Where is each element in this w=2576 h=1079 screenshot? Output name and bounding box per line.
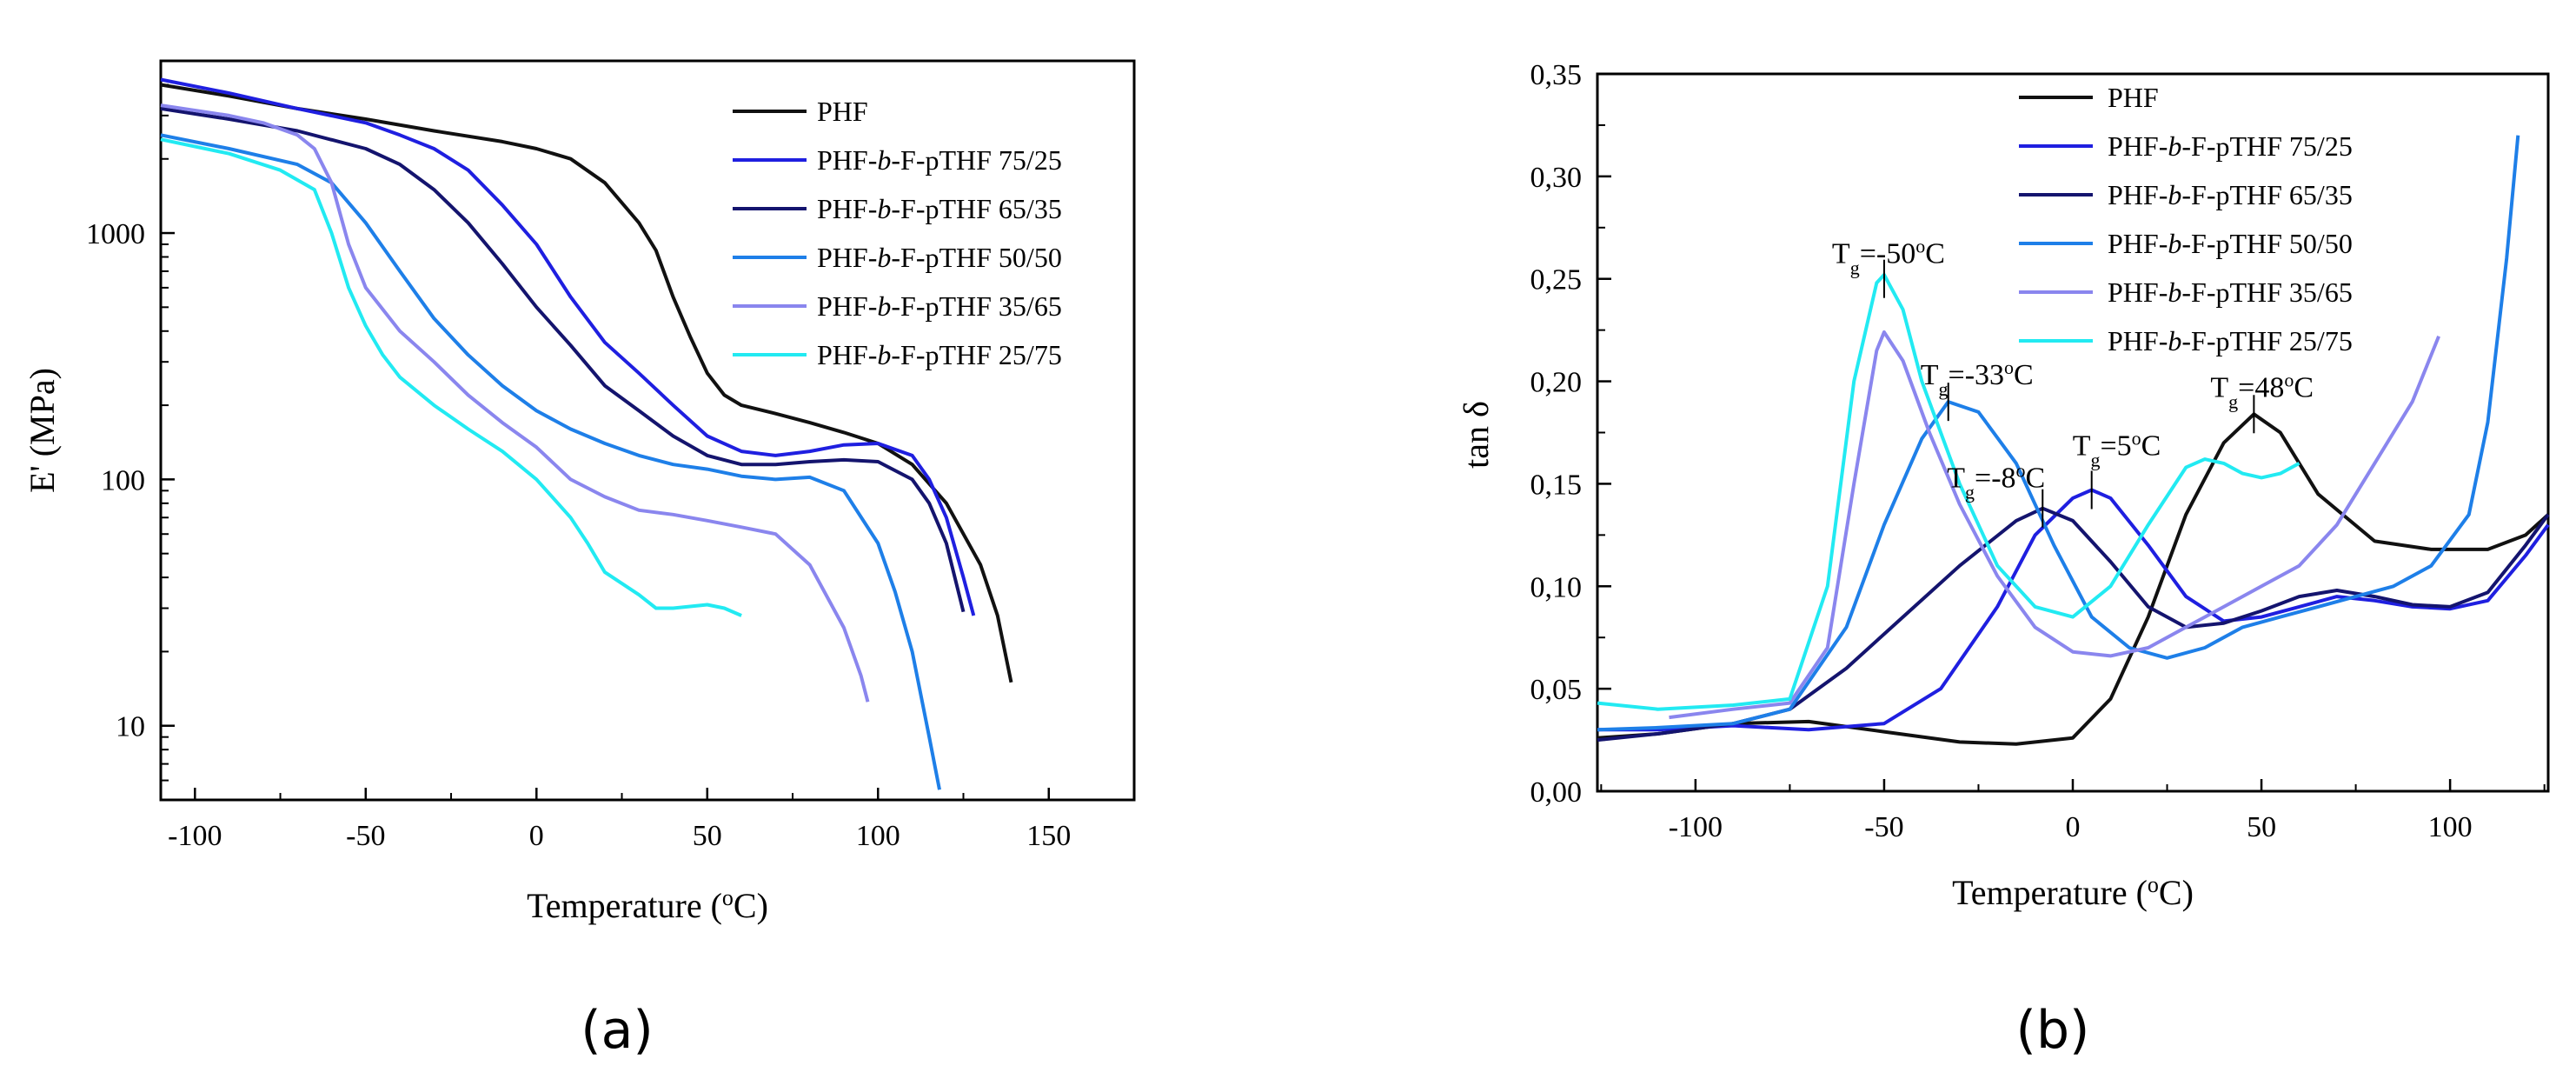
chart-b-series-line bbox=[1669, 330, 2440, 720]
chart-b-legend-label: PHF-b-F-pTHF 25/75 bbox=[2108, 325, 2353, 356]
chart-a-legend-label: PHF-b-F-pTHF 25/75 bbox=[817, 339, 1062, 370]
panel-label-a: (a) bbox=[581, 1000, 654, 1061]
chart-b-ylabel: tan δ bbox=[1457, 401, 1496, 469]
chart-b-tg-annotation: Tg=5oC bbox=[2073, 427, 2161, 470]
chart-a-frame bbox=[159, 59, 1136, 802]
chart-b: -100 -50 0 50 100 0,00 0,05 0,10 0,15 0,20 0,25 0,3… bbox=[1457, 59, 2550, 913]
chart-b-series-line bbox=[1597, 412, 2550, 746]
chart-b-tg-annotation: Tg=-8oC bbox=[1947, 459, 2045, 503]
chart-a-series-line bbox=[160, 83, 1013, 683]
chart-b-ytick-label: 0,15 bbox=[1530, 469, 1583, 501]
chart-a-xtick-label: 50 bbox=[693, 820, 722, 852]
chart-b-xlabel: Temperature (oC) bbox=[1952, 872, 2194, 913]
chart-b-xtick-label: 100 bbox=[2428, 811, 2473, 843]
chart-b-ytick-label: 0,30 bbox=[1530, 162, 1583, 194]
chart-a-legend-label: PHF-b-F-pTHF 75/25 bbox=[817, 144, 1062, 176]
chart-b-ytick-label: 0,00 bbox=[1530, 776, 1583, 809]
panel-label-b: (b) bbox=[2016, 1000, 2090, 1061]
chart-b-xtick-label: -100 bbox=[1669, 811, 1723, 843]
chart-a: -100 -50 0 50 100 150 10 100 1000 PHF PHF-b-F-pTH… bbox=[23, 59, 1136, 926]
chart-a-series-line bbox=[160, 133, 941, 790]
chart-b-tg-annotation: Tg=48oC bbox=[2210, 369, 2314, 412]
chart-a-xtick-label: 100 bbox=[856, 820, 900, 852]
chart-b-ytick-label: 0,20 bbox=[1530, 367, 1583, 399]
chart-b-legend-label: PHF-b-F-pTHF 50/50 bbox=[2108, 228, 2353, 259]
chart-b-legend-label: PHF-b-F-pTHF 65/35 bbox=[2108, 179, 2353, 210]
chart-b-xtick-label: 0 bbox=[2066, 811, 2081, 843]
chart-a-xtick-label: -100 bbox=[168, 820, 222, 852]
chart-b-series-line bbox=[1597, 135, 2520, 732]
chart-b-series-line bbox=[1597, 488, 2550, 732]
chart-b-legend-label: PHF bbox=[2108, 82, 2159, 113]
chart-a-legend-label: PHF bbox=[817, 96, 868, 127]
chart-a-series-line bbox=[160, 106, 966, 613]
chart-a-series-line bbox=[160, 103, 870, 703]
chart-a-legend-label: PHF-b-F-pTHF 35/65 bbox=[817, 290, 1062, 322]
chart-b-ytick-label: 0,35 bbox=[1530, 59, 1583, 91]
chart-a-legend-label: PHF-b-F-pTHF 65/35 bbox=[817, 193, 1062, 224]
chart-b-xtick-label: 50 bbox=[2247, 811, 2276, 843]
chart-b-series-line bbox=[1597, 506, 2550, 743]
chart-b-ytick-label: 0,25 bbox=[1530, 264, 1583, 296]
chart-a-xlabel: Temperature (oC) bbox=[527, 885, 768, 926]
chart-a-series-line bbox=[160, 77, 976, 616]
chart-a-xtick-label: -50 bbox=[346, 820, 385, 852]
chart-b-ytick-label: 0,10 bbox=[1530, 571, 1583, 603]
chart-b-tg-annotation: Tg=-50oC bbox=[1832, 235, 1945, 278]
chart-a-ytick-label: 10 bbox=[116, 711, 145, 743]
chart-a-ytick-label: 100 bbox=[101, 464, 145, 496]
chart-b-legend-label: PHF-b-F-pTHF 75/25 bbox=[2108, 130, 2353, 162]
chart-b-xtick-label: -50 bbox=[1864, 811, 1903, 843]
chart-b-series-line bbox=[1597, 273, 2300, 711]
chart-b-tg-annotation: Tg=-33oC bbox=[1921, 356, 2034, 400]
chart-b-ytick-label: 0,05 bbox=[1530, 674, 1583, 706]
chart-a-ylabel: E' (MPa) bbox=[23, 368, 62, 493]
chart-a-legend-label: PHF-b-F-pTHF 50/50 bbox=[817, 242, 1062, 273]
chart-a-xtick-label: 0 bbox=[529, 820, 544, 852]
chart-b-legend-label: PHF-b-F-pTHF 35/65 bbox=[2108, 276, 2353, 308]
chart-a-xtick-label: 150 bbox=[1026, 820, 1071, 852]
chart-a-series-line bbox=[160, 137, 742, 617]
chart-a-ytick-label: 1000 bbox=[86, 218, 145, 250]
